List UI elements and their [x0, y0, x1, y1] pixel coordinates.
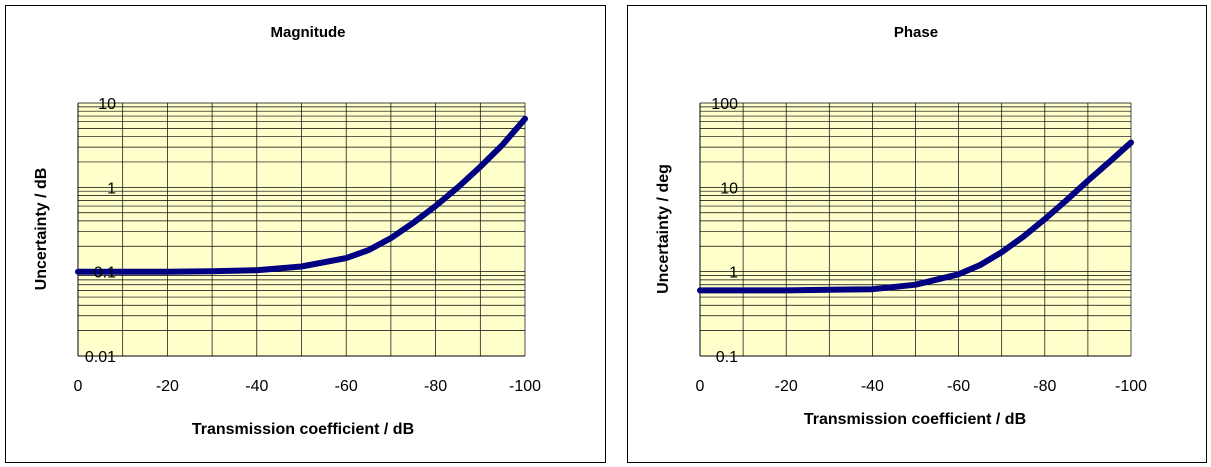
magnitude-y-tick-label: 0.1: [94, 265, 116, 282]
magnitude-x-tick-label: -80: [424, 378, 447, 395]
phase-y-tick-label: 10: [720, 180, 738, 197]
phase-x-axis-title: Transmission coefficient / dB: [804, 411, 1026, 428]
phase-x-tick-label: 0: [696, 378, 705, 395]
phase-y-tick-label: 100: [711, 96, 738, 113]
magnitude-y-tick-label: 1: [107, 180, 116, 197]
magnitude-uncertainty-line: [75, 115, 528, 275]
phase-uncertainty-line: [697, 139, 1134, 294]
phase-y-tick-label: 0.1: [716, 349, 738, 366]
phase-x-tick-label: -100: [1115, 378, 1147, 395]
phase-y-tick-label: 1: [729, 265, 738, 282]
phase-chart-panel: 100 10 1 0.1 0 -20 -40 -60 -80 -100 Phase Transmiss…: [627, 5, 1207, 463]
magnitude-chart: 10 1 0.1 0.010 -20 -40 -60 -80 -100 Magnitude Tran…: [33, 24, 541, 438]
phase-x-tick-label: -80: [1033, 378, 1056, 395]
magnitude-y-axis-title: Uncertainty / dB: [33, 168, 50, 291]
phase-chart-title: Phase: [894, 24, 938, 41]
phase-x-tick-label: -60: [947, 378, 970, 395]
magnitude-x-tick-label: -100: [509, 378, 541, 395]
magnitude-y-tick-label: 10: [98, 96, 116, 113]
phase-y-axis-title: Uncertainty / deg: [655, 164, 672, 294]
magnitude-chart-title: Magnitude: [271, 24, 346, 41]
phase-x-tick-label: -40: [861, 378, 884, 395]
magnitude-x-tick-label: -20: [156, 378, 179, 395]
magnitude-x-axis-title: Transmission coefficient / dB: [192, 421, 414, 438]
phase-chart: 100 10 1 0.1 0 -20 -40 -60 -80 -100 Phase Transmiss…: [655, 24, 1147, 428]
magnitude-chart-panel: 10 1 0.1 0.01 0 -20 -40 -60 -80 -100 Magnitude Tran…: [5, 5, 606, 463]
magnitude-x-tick-label: -40: [245, 378, 268, 395]
magnitude-x-tick-label: 0: [74, 378, 83, 395]
phase-x-tick-label: -20: [775, 378, 798, 395]
magnitude-x-tick-label: -60: [335, 378, 358, 395]
magnitude-y-tick-label: 0.01: [85, 349, 116, 366]
